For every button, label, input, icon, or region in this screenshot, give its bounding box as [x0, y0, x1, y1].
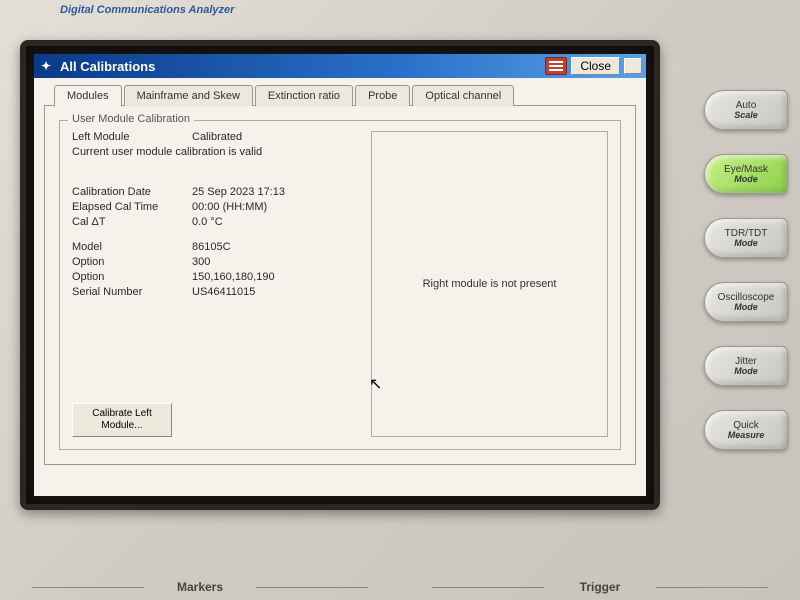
- tab-mainframe-skew[interactable]: Mainframe and Skew: [124, 85, 253, 106]
- left-module-status-label: Left Module: [72, 131, 192, 143]
- phys-btn-oscilloscope-mode[interactable]: Oscilloscope Mode: [704, 282, 788, 322]
- dialog-title: All Calibrations: [60, 59, 155, 74]
- option2-label: Option: [72, 271, 192, 283]
- calibrate-left-module-button[interactable]: Calibrate Left Module...: [72, 403, 172, 437]
- serial-label: Serial Number: [72, 286, 192, 298]
- cal-date-label: Calibration Date: [72, 186, 192, 198]
- option1-value: 300: [192, 256, 210, 268]
- cal-dt-value: 0.0 °C: [192, 216, 223, 228]
- cal-dt-label: Cal ΔT: [72, 216, 192, 228]
- tab-panel-modules: User Module Calibration Left Module Cali…: [44, 105, 636, 465]
- model-label: Model: [72, 241, 192, 253]
- phys-btn-quick-measure[interactable]: Quick Measure: [704, 410, 788, 450]
- phys-btn-jitter-mode[interactable]: Jitter Mode: [704, 346, 788, 386]
- elapsed-time-value: 00:00 (HH:MM): [192, 201, 267, 213]
- right-module-panel: Right module is not present: [371, 131, 608, 437]
- validity-text: Current user module calibration is valid: [72, 146, 359, 158]
- bottom-group-trigger: Trigger: [400, 580, 800, 594]
- instrument-bezel: Digital Communications Analyzer ✦ All Ca…: [0, 0, 800, 600]
- left-module-panel: Left Module Calibrated Current user modu…: [72, 131, 359, 437]
- cal-date-row: Calibration Date 25 Sep 2023 17:13: [72, 186, 359, 198]
- fieldset-legend: User Module Calibration: [68, 113, 194, 125]
- model-row: Model 86105C: [72, 241, 359, 253]
- screen: ✦ All Calibrations Close _ Modules Mainf…: [34, 54, 646, 496]
- serial-row: Serial Number US46411015: [72, 286, 359, 298]
- phys-btn-line1: Oscilloscope: [718, 292, 775, 303]
- elapsed-time-label: Elapsed Cal Time: [72, 201, 192, 213]
- minimize-button[interactable]: _: [624, 58, 642, 74]
- option1-label: Option: [72, 256, 192, 268]
- user-module-calibration-fieldset: User Module Calibration Left Module Cali…: [59, 120, 621, 450]
- bottom-group-markers: Markers: [0, 580, 400, 594]
- phys-btn-line1: TDR/TDT: [725, 228, 768, 239]
- screen-frame: ✦ All Calibrations Close _ Modules Mainf…: [20, 40, 660, 510]
- right-module-text: Right module is not present: [423, 278, 557, 290]
- option2-row: Option 150,160,180,190: [72, 271, 359, 283]
- elapsed-time-row: Elapsed Cal Time 00:00 (HH:MM): [72, 201, 359, 213]
- tab-extinction-ratio[interactable]: Extinction ratio: [255, 85, 353, 106]
- tab-modules[interactable]: Modules: [54, 85, 122, 107]
- dialog-titlebar: ✦ All Calibrations Close _: [34, 54, 646, 78]
- model-value: 86105C: [192, 241, 231, 253]
- phys-btn-line2: Mode: [734, 367, 758, 377]
- tab-optical-channel[interactable]: Optical channel: [412, 85, 514, 106]
- option1-row: Option 300: [72, 256, 359, 268]
- app-icon: ✦: [38, 58, 54, 74]
- option2-value: 150,160,180,190: [192, 271, 275, 283]
- help-icon[interactable]: [545, 57, 567, 75]
- bottom-labels: Markers Trigger: [0, 580, 800, 594]
- phys-btn-line1: Auto: [736, 100, 757, 111]
- phys-btn-line1: Jitter: [735, 356, 757, 367]
- phys-btn-eye-mask-mode[interactable]: Eye/Mask Mode: [704, 154, 788, 194]
- physical-button-column: Auto Scale Eye/Mask Mode TDR/TDT Mode Os…: [704, 90, 788, 450]
- phys-btn-auto-scale[interactable]: Auto Scale: [704, 90, 788, 130]
- phys-btn-line2: Mode: [734, 175, 758, 185]
- instrument-label: Digital Communications Analyzer: [60, 4, 234, 16]
- cal-dt-row: Cal ΔT 0.0 °C: [72, 216, 359, 228]
- phys-btn-line1: Quick: [733, 420, 759, 431]
- phys-btn-tdr-tdt-mode[interactable]: TDR/TDT Mode: [704, 218, 788, 258]
- phys-btn-line1: Eye/Mask: [724, 164, 768, 175]
- phys-btn-line2: Mode: [734, 239, 758, 249]
- close-button[interactable]: Close: [571, 57, 620, 75]
- left-module-status-value: Calibrated: [192, 131, 242, 143]
- dialog-body: Modules Mainframe and Skew Extinction ra…: [34, 78, 646, 496]
- serial-value: US46411015: [192, 286, 255, 298]
- tab-probe[interactable]: Probe: [355, 85, 410, 106]
- tab-strip: Modules Mainframe and Skew Extinction ra…: [54, 84, 636, 105]
- phys-btn-line2: Scale: [734, 111, 758, 121]
- phys-btn-line2: Measure: [728, 431, 765, 441]
- phys-btn-line2: Mode: [734, 303, 758, 313]
- cal-date-value: 25 Sep 2023 17:13: [192, 186, 285, 198]
